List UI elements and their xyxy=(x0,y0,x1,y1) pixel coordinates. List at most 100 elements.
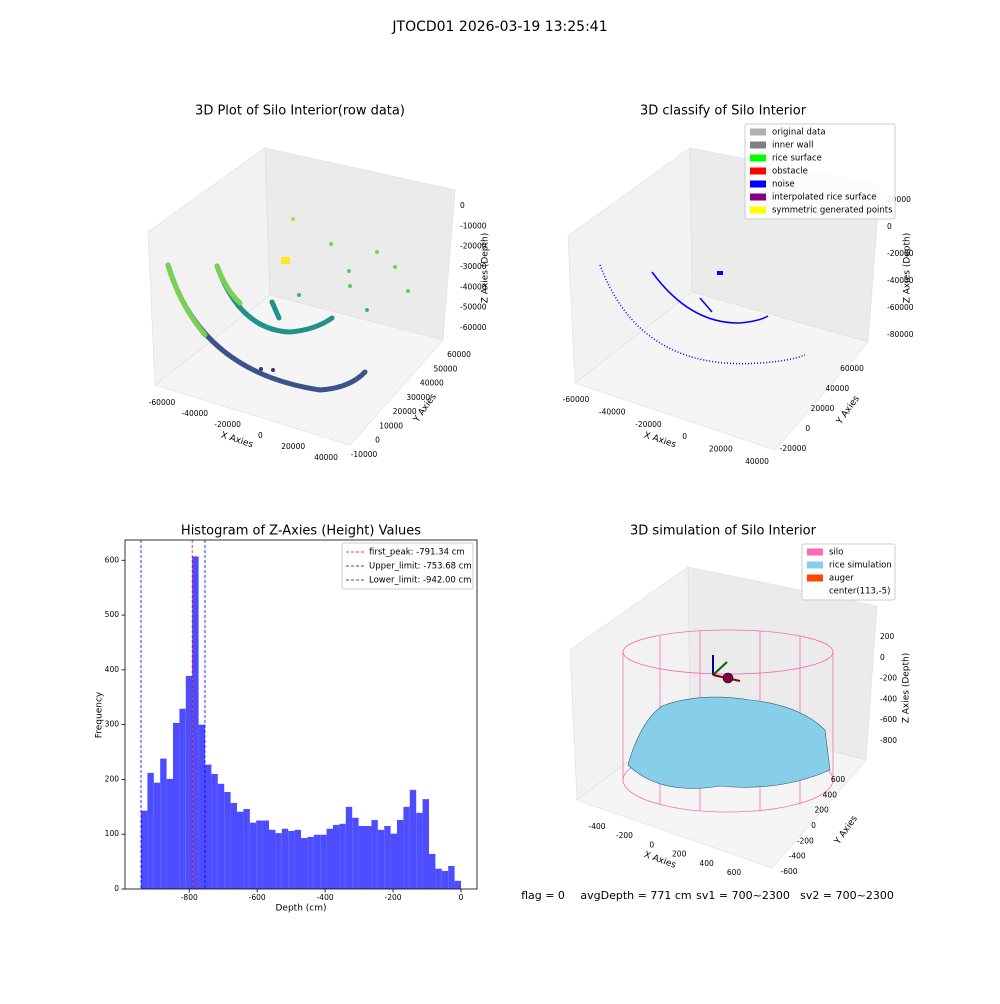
rice-surface-sketch xyxy=(627,696,831,789)
bar xyxy=(301,838,308,889)
panel-3d-box xyxy=(147,147,456,446)
bar xyxy=(249,822,257,889)
bar xyxy=(153,782,161,889)
footer-text: flag = 0 xyxy=(521,889,565,902)
bar xyxy=(352,817,359,889)
point-cloud-sketch xyxy=(599,264,806,365)
bar xyxy=(217,783,225,889)
bar xyxy=(141,810,148,889)
y-tick-label: 600 xyxy=(831,775,846,784)
z-tick-label: 0 xyxy=(460,201,465,210)
z-tick-label: 200 xyxy=(880,632,895,641)
x-tick-label: -40000 xyxy=(599,407,626,416)
z-tick-label: -30000 xyxy=(460,262,487,271)
bar xyxy=(160,758,167,889)
bar xyxy=(397,819,404,889)
y-tick-label: -10000 xyxy=(351,450,378,459)
bar xyxy=(205,764,212,889)
y-tick-label: -600 xyxy=(780,867,797,876)
bar xyxy=(371,819,378,889)
y-tick-label: 60000 xyxy=(840,364,864,373)
y-tick-label: -400 xyxy=(789,852,806,861)
bar xyxy=(173,722,180,889)
auger-sketch xyxy=(712,655,741,684)
y-tick-label: 10000 xyxy=(379,421,403,430)
x-tick-label: -800 xyxy=(181,893,198,902)
legend-label: original data xyxy=(772,128,826,138)
x-tick-label: 0 xyxy=(459,893,464,902)
bar xyxy=(166,778,173,889)
legend-label: Lower_limit: -942.00 cm xyxy=(369,576,471,586)
x-axis-label: X Axies xyxy=(219,431,254,451)
legend-swatch xyxy=(750,154,766,162)
bar xyxy=(307,836,314,889)
y-tick-label: 0 xyxy=(811,821,816,830)
y-axis-label: Y Axies xyxy=(834,394,862,427)
bar xyxy=(377,829,385,889)
x-tick-label: -400 xyxy=(317,893,334,902)
legend-swatch xyxy=(750,167,766,175)
x-tick-label: -400 xyxy=(588,822,605,831)
y-tick-label: 400 xyxy=(823,790,838,799)
y-axis-label: Frequency xyxy=(95,691,105,738)
legend-label: silo xyxy=(829,548,843,558)
y-tick-label: 60000 xyxy=(447,350,471,359)
legend-swatch xyxy=(750,180,766,188)
y-tick-label: 600 xyxy=(105,555,120,564)
bar xyxy=(256,820,263,889)
z-tick-label: -80000 xyxy=(887,330,914,339)
y-tick-label: 200 xyxy=(815,806,830,815)
bar xyxy=(409,789,417,889)
x-tick-label: 20000 xyxy=(281,442,305,451)
footer-text: avgDepth = 771 cm xyxy=(580,889,691,902)
axes-frame xyxy=(124,539,478,890)
bar xyxy=(211,773,218,889)
x-tick-label: -200 xyxy=(616,831,633,840)
x-tick-label: 600 xyxy=(727,868,742,877)
legend-swatch xyxy=(807,548,823,556)
y-tick-label: 500 xyxy=(105,610,120,619)
legend-label: auger xyxy=(829,574,854,584)
legend-swatch xyxy=(750,193,766,201)
legend-label: first_peak: -791.34 cm xyxy=(369,548,465,558)
z-axis-label: Z Axies (Depth) xyxy=(903,233,913,304)
footer-text: sv2 = 700~2300 xyxy=(800,889,894,902)
bar xyxy=(435,868,442,889)
figure-title: JTOCD01 2026-03-19 13:25:41 xyxy=(391,19,607,35)
bar xyxy=(237,811,244,889)
x-tick-label: 200 xyxy=(672,850,687,859)
bar xyxy=(422,799,429,889)
x-tick-label: 0 xyxy=(258,431,263,440)
bar xyxy=(365,825,372,889)
x-tick-label: 20000 xyxy=(709,445,733,454)
z-tick-label: -600 xyxy=(880,715,897,724)
z-tick-label: -60000 xyxy=(887,303,914,312)
legend-label: rice simulation xyxy=(829,561,892,571)
legend-box xyxy=(801,543,896,601)
z-tick-label: -50000 xyxy=(460,303,487,312)
legend-swatch xyxy=(807,561,823,569)
x-tick-label: 40000 xyxy=(745,457,769,466)
y-tick-label: 100 xyxy=(105,829,120,838)
x-tick-label: -40000 xyxy=(182,409,209,418)
z-tick-label: -400 xyxy=(880,694,897,703)
bar xyxy=(147,772,154,889)
bar xyxy=(326,828,333,889)
bar xyxy=(384,825,391,889)
y-tick-label: 200 xyxy=(105,774,120,783)
bar xyxy=(416,812,423,889)
bar xyxy=(441,870,449,889)
legend-label: noise xyxy=(772,180,795,190)
z-tick-label: -800 xyxy=(880,736,897,745)
bar xyxy=(269,829,276,889)
bar xyxy=(294,829,301,889)
bar xyxy=(198,724,205,889)
legend-swatch xyxy=(750,128,766,136)
y-tick-label: 300 xyxy=(105,720,120,729)
z-tick-label: 0 xyxy=(887,222,892,231)
legend-label: obstacle xyxy=(772,167,808,177)
legend-label: center(113,-5) xyxy=(829,587,890,597)
z-axis-label: Z Axies (Depth) xyxy=(481,233,491,304)
bar xyxy=(243,809,250,889)
z-tick-label: -200 xyxy=(880,674,897,683)
